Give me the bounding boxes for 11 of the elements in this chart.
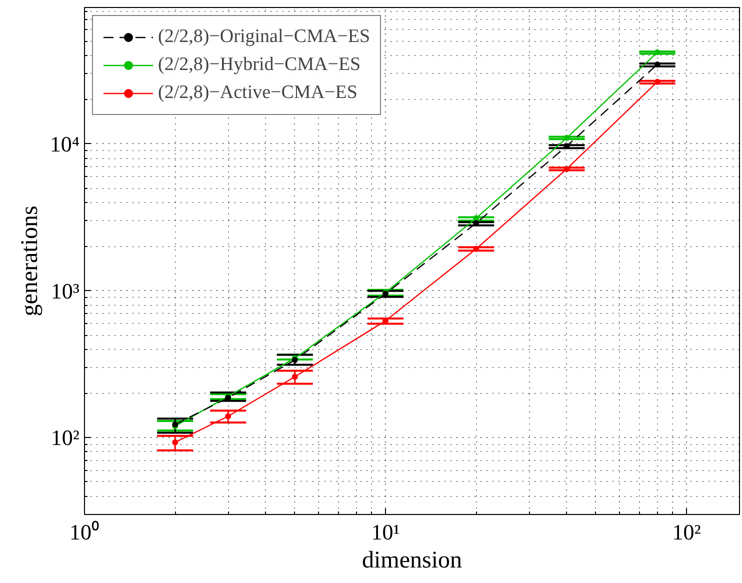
y-tick-label: 10³ [50, 278, 80, 304]
x-tick-label: 10¹ [371, 520, 400, 544]
x-axis-title: dimension [362, 548, 462, 574]
x-tick-label: 10⁰ [70, 520, 100, 544]
y-axis-title: generations [16, 206, 43, 316]
y-tick-label: 10² [50, 425, 80, 450]
x-tick-label: 10² [672, 520, 702, 544]
legend-label: (2/2,8)−Active−CMA−ES [158, 82, 358, 104]
y-tick-label: 10⁴ [50, 131, 80, 156]
legend-label: (2/2,8)−Hybrid−CMA−ES [158, 54, 361, 76]
legend-label: (2/2,8)−Original−CMA−ES [158, 26, 370, 48]
